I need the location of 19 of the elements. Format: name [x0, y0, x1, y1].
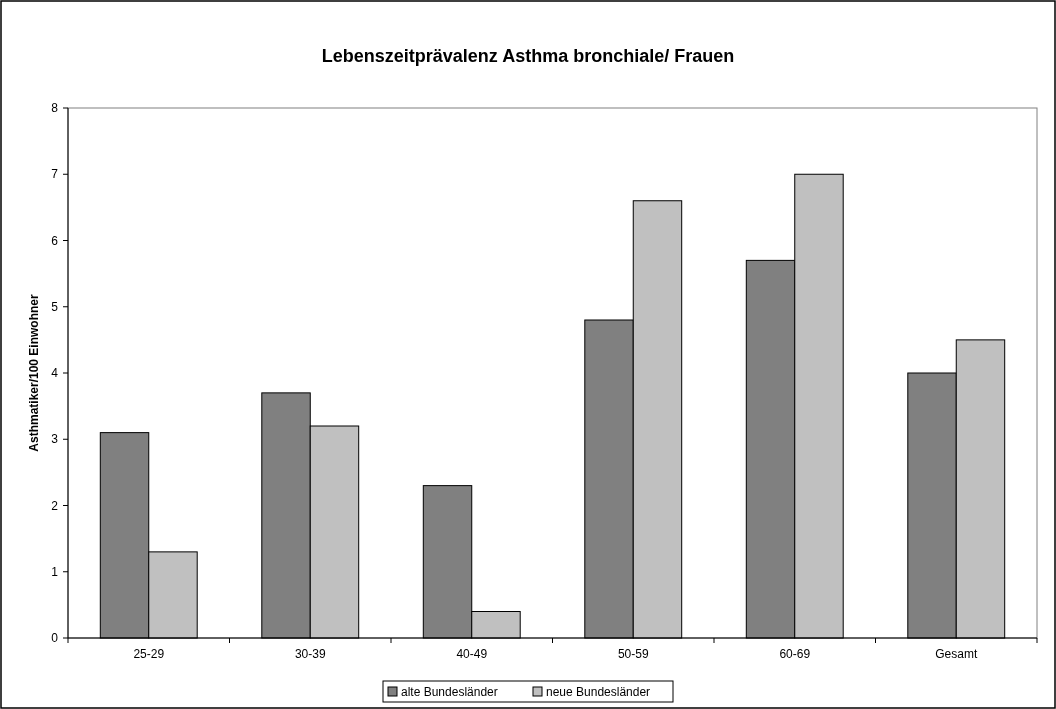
legend-label: neue Bundesländer — [546, 685, 651, 699]
y-tick-label: 6 — [51, 233, 59, 248]
y-tick-label: 1 — [51, 564, 59, 579]
x-tick-label: 25-29 — [133, 647, 165, 661]
y-axis-title: Asthmatiker/100 Einwohner — [27, 293, 41, 452]
x-tick-label: 30-39 — [294, 647, 326, 661]
y-tick-label: 0 — [51, 631, 59, 646]
y-tick-label: 8 — [51, 101, 59, 116]
y-tick-label: 4 — [51, 366, 59, 381]
y-tick-label: 5 — [51, 299, 59, 314]
x-tick-label: 50-59 — [617, 647, 649, 661]
x-tick-label: 60-69 — [779, 647, 811, 661]
legend-label: alte Bundesländer — [401, 685, 498, 699]
y-tick-label: 2 — [51, 498, 59, 513]
chart-title: Lebenszeitprävalenz Asthma bronchiale/ Frauen — [321, 46, 735, 66]
x-tick-label: Gesamt — [935, 647, 978, 661]
x-tick-label: 40-49 — [456, 647, 488, 661]
y-tick-label: 7 — [51, 167, 59, 182]
y-tick-label: 3 — [51, 432, 59, 447]
